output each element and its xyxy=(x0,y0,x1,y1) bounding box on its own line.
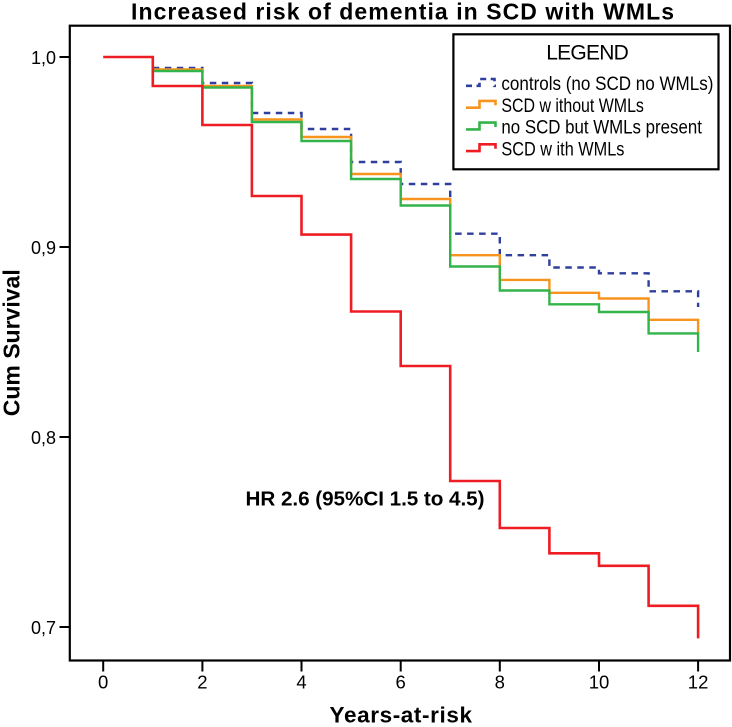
svg-text:0,7: 0,7 xyxy=(31,618,56,638)
svg-text:8: 8 xyxy=(495,672,505,693)
svg-text:HR 2.6 (95%CI 1.5 to 4.5): HR 2.6 (95%CI 1.5 to 4.5) xyxy=(246,488,485,511)
svg-text:Years-at-risk: Years-at-risk xyxy=(330,702,473,727)
svg-text:0,8: 0,8 xyxy=(31,428,56,448)
svg-text:4: 4 xyxy=(296,672,306,693)
svg-text:0,9: 0,9 xyxy=(31,238,56,258)
svg-text:Increased risk of dementia in: Increased risk of dementia in SCD with W… xyxy=(131,0,674,25)
svg-text:controls (no SCD no WMLs): controls (no SCD no WMLs) xyxy=(501,74,713,95)
svg-text:10: 10 xyxy=(589,672,610,693)
svg-text:2: 2 xyxy=(197,672,207,693)
svg-text:1,0: 1,0 xyxy=(31,48,56,68)
svg-text:12: 12 xyxy=(688,672,709,693)
svg-text:SCD w ithout WMLs: SCD w ithout WMLs xyxy=(501,96,644,117)
svg-text:no SCD but WMLs present: no SCD but WMLs present xyxy=(501,118,702,139)
svg-text:0: 0 xyxy=(98,672,108,693)
svg-text:LEGEND: LEGEND xyxy=(546,41,629,64)
svg-text:Cum Survival: Cum Survival xyxy=(0,269,25,416)
svg-text:6: 6 xyxy=(396,672,406,693)
svg-text:SCD w ith WMLs: SCD w ith WMLs xyxy=(501,139,624,160)
